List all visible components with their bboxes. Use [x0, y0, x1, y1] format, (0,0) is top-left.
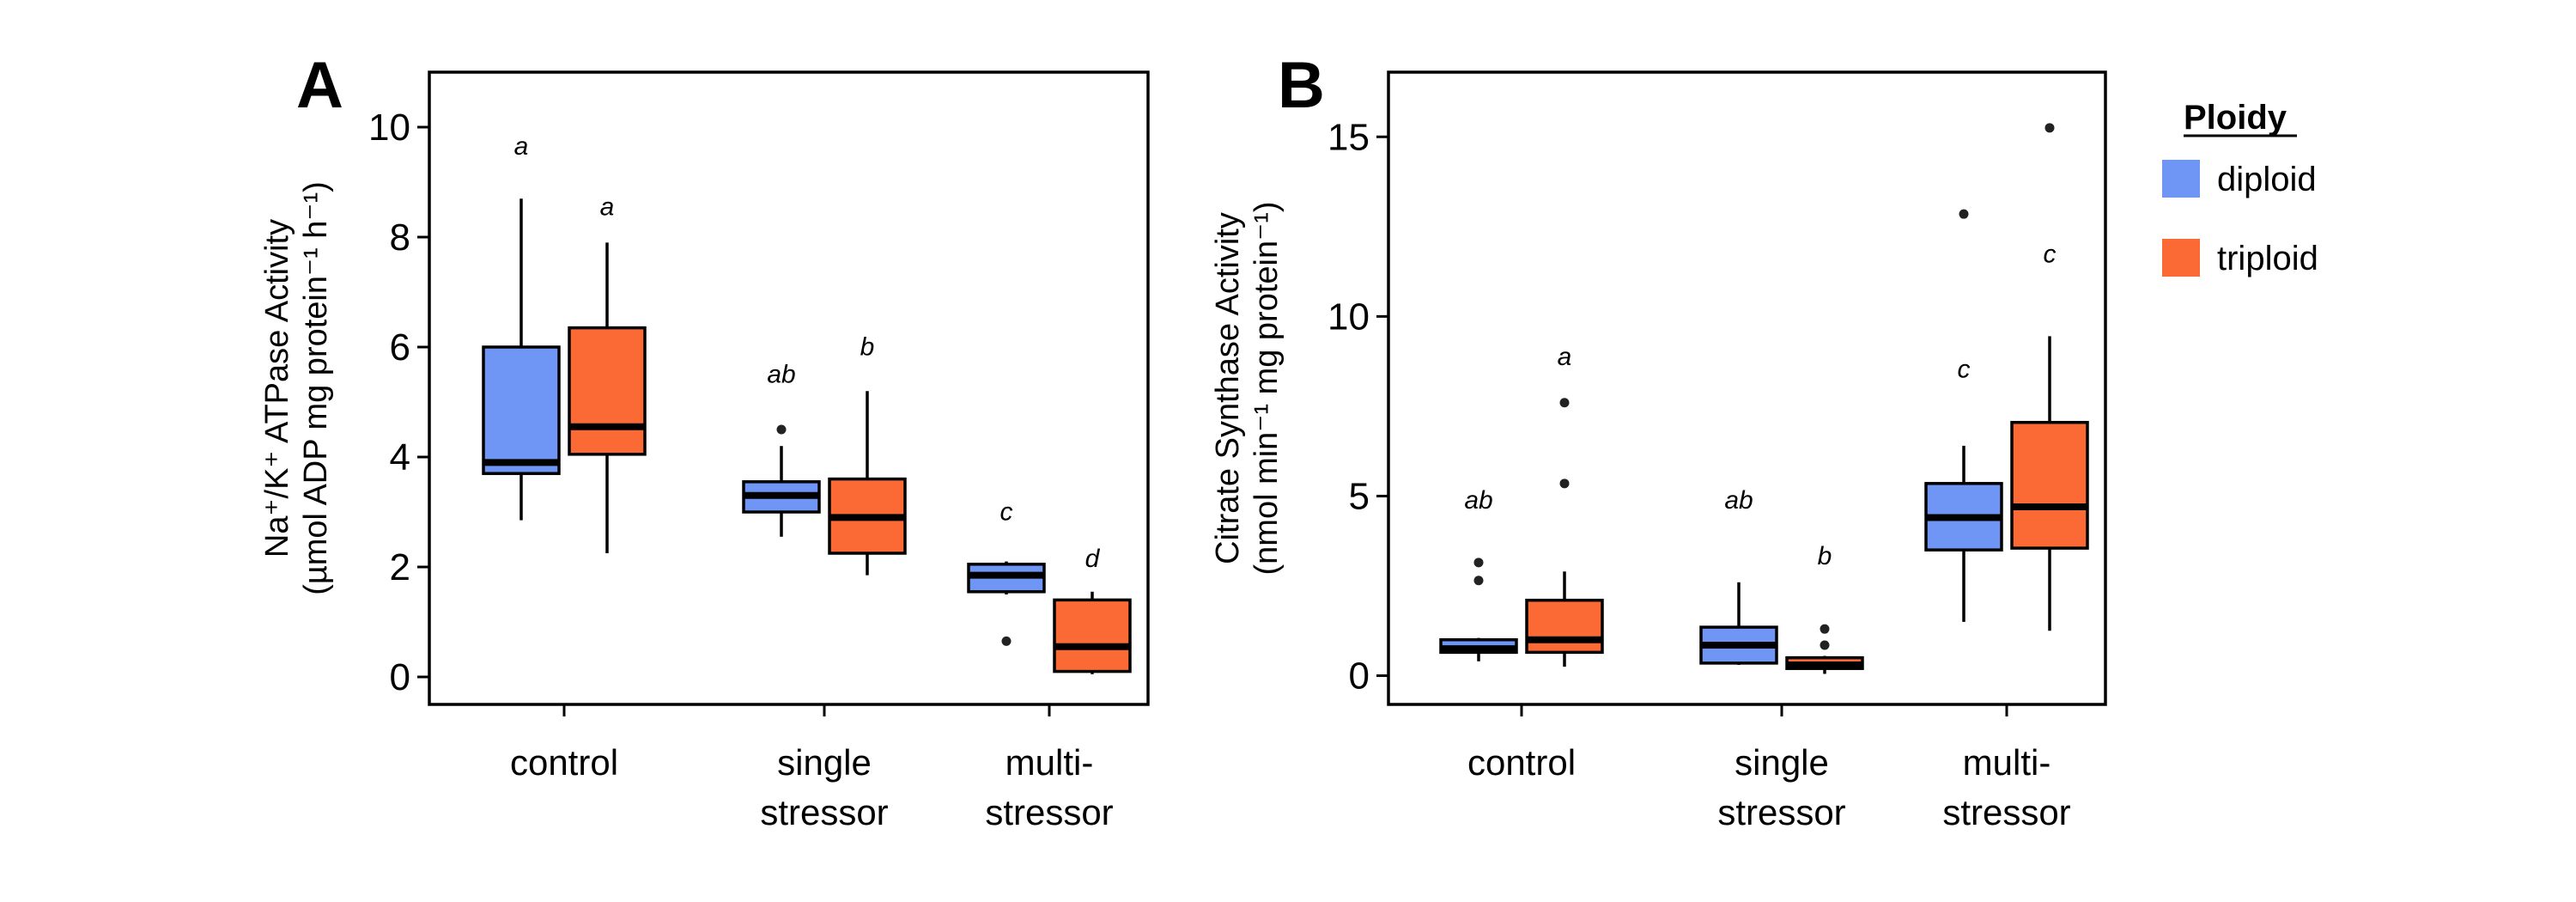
- box-iqr: [2010, 420, 2089, 550]
- y-tick-label: 10: [1327, 296, 1370, 338]
- y-tick-label: 2: [390, 546, 410, 588]
- legend-title: Ploidy: [2184, 99, 2287, 137]
- box-iqr: [1525, 598, 1604, 655]
- y-axis-title-line2: (nmol min⁻¹ mg protein⁻¹): [1249, 202, 1285, 576]
- y-axis-title-line2: (µmol ADP mg protein⁻¹ h⁻¹): [298, 181, 334, 595]
- y-tick-label: 8: [390, 216, 410, 259]
- x-tick-label: stressor: [1717, 792, 1845, 832]
- outlier-point: [1473, 558, 1484, 568]
- box-diploid: ab: [1439, 486, 1518, 661]
- y-tick-label: 4: [390, 436, 410, 478]
- box-diploid: a: [482, 132, 561, 521]
- x-tick-label: control: [510, 742, 618, 783]
- significance-letter: a: [1558, 343, 1572, 371]
- outlier-point: [1473, 576, 1484, 586]
- box-diploid: ab: [742, 361, 821, 537]
- box-diploid: c: [1924, 209, 2003, 622]
- significance-letter: c: [2044, 241, 2057, 269]
- significance-letter: ab: [1464, 486, 1492, 515]
- box-iqr: [482, 345, 561, 475]
- plot-frame: [1387, 70, 2107, 706]
- significance-letter: a: [600, 192, 615, 221]
- plot-frame: [428, 70, 1150, 706]
- box-triploid: a: [568, 192, 647, 553]
- y-tick-label: 15: [1327, 116, 1370, 158]
- significance-letter: ab: [767, 361, 795, 389]
- panel-a: A 0 2 4 6 8 10 Na⁺/K⁺ ATPase Activity (µmol ADP…: [259, 49, 1150, 832]
- panel-b: B 0 5 10 15 Citrate Synthase Activity (nmol m…: [1210, 49, 2107, 832]
- x-tick-label: single: [777, 742, 872, 783]
- y-tick-label: 0: [390, 656, 410, 698]
- significance-letter: c: [1958, 355, 1971, 383]
- y-tick-label: 0: [1349, 655, 1370, 698]
- significance-letter: b: [1818, 542, 1832, 570]
- box-triploid: c: [2010, 123, 2089, 631]
- outlier-point: [2044, 123, 2055, 133]
- y-tick-label: 5: [1349, 475, 1370, 517]
- legend-swatch-triploid: [2162, 239, 2200, 277]
- legend-label-diploid: diploid: [2217, 161, 2317, 198]
- panel-a-letter: A: [296, 49, 343, 122]
- x-tick-label: stressor: [985, 792, 1113, 832]
- box-triploid: b: [1785, 542, 1864, 674]
- significance-letter: b: [860, 333, 875, 362]
- panel-b-letter: B: [1278, 49, 1325, 122]
- y-tick-label: 10: [368, 107, 410, 149]
- outlier-point: [1820, 624, 1830, 634]
- x-tick-label: stressor: [1942, 792, 2070, 832]
- significance-letter: d: [1085, 545, 1101, 573]
- panel-b-plot: 0 5 10 15 Citrate Synthase Activity (nmol min…: [1210, 70, 2107, 832]
- legend-items: diploid triploid: [2162, 160, 2318, 277]
- significance-letter: a: [514, 132, 529, 161]
- x-tick-label: multi-: [1005, 742, 1094, 783]
- outlier-point: [1820, 640, 1830, 650]
- y-axis-title-line1: Citrate Synthase Activity: [1210, 212, 1246, 564]
- y-axis-title-line1: Na⁺/K⁺ ATPase Activity: [259, 219, 295, 558]
- box-triploid: d: [1053, 545, 1132, 674]
- box-triploid: b: [828, 333, 907, 576]
- y-tick-label: 6: [390, 326, 410, 369]
- box-triploid: a: [1525, 343, 1604, 667]
- x-tick-label: stressor: [760, 792, 888, 832]
- box-diploid: ab: [1699, 486, 1778, 665]
- outlier-point: [1559, 478, 1570, 489]
- box-iqr: [1053, 598, 1132, 673]
- outlier-point: [776, 424, 787, 435]
- outlier-point: [1959, 209, 1969, 219]
- legend: Ploidy diploid triploid: [2162, 99, 2318, 277]
- significance-letter: ab: [1724, 486, 1753, 515]
- x-tick-label: single: [1735, 742, 1829, 783]
- legend-swatch-diploid: [2162, 160, 2200, 198]
- outlier-point: [1001, 636, 1012, 646]
- outlier-point: [1559, 398, 1570, 408]
- box-diploid: c: [967, 498, 1046, 646]
- box-iqr: [568, 326, 647, 456]
- x-tick-label: multi-: [1963, 742, 2051, 783]
- x-tick-label: control: [1467, 742, 1576, 783]
- legend-label-triploid: triploid: [2217, 240, 2318, 277]
- panel-a-plot: 0 2 4 6 8 10 Na⁺/K⁺ ATPase Activity (µmol ADP m…: [259, 70, 1150, 832]
- significance-letter: c: [1000, 498, 1013, 527]
